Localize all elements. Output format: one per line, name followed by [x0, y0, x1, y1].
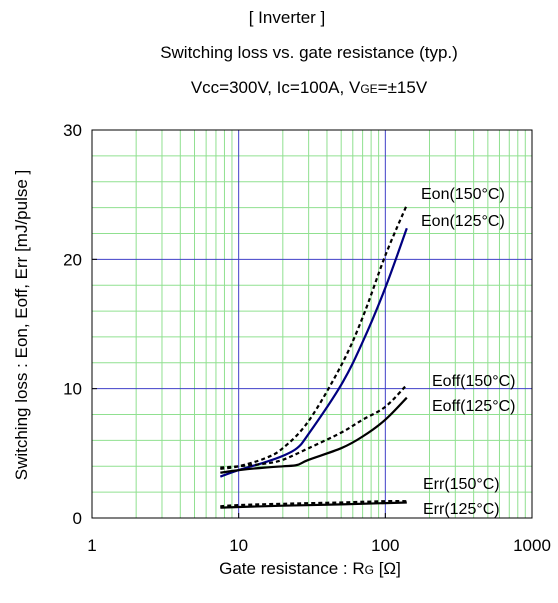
legend-label: Eoff(125°C)	[432, 398, 515, 415]
series-line-eon-125-c	[219, 227, 408, 478]
y-tick-label: 0	[73, 509, 82, 528]
legend-label: Err(150°C)	[423, 476, 500, 493]
chart-title-line3: Vcc=300V, Ic=100A, VGE=±15V	[190, 78, 428, 97]
minor-grid	[92, 130, 532, 518]
major-grid	[92, 130, 532, 518]
chart-title-line2: Switching loss vs. gate resistance (typ.…	[160, 43, 458, 62]
x-axis-label: Gate resistance : RG [Ω]	[219, 559, 401, 578]
x-tick-label: 1000	[513, 536, 551, 555]
legend-label: Eoff(150°C)	[432, 373, 515, 390]
plot-frame	[91, 129, 533, 519]
series-line-eoff-125-c	[220, 396, 408, 474]
x-tick-label: 1	[87, 536, 96, 555]
x-tick-label: 10	[229, 536, 248, 555]
chart-title-line1: [ Inverter ]	[248, 8, 326, 27]
tick-layer: 0 10 20 30 1 10 100 1000	[63, 121, 551, 555]
legend-label: Eon(125°C)	[421, 213, 505, 230]
series-line-err-150-c	[220, 500, 407, 508]
legend-layer: Eon(150°C) Eon(125°C) Eoff(150°C) Eoff(125°…	[421, 186, 515, 518]
series-line-eon-150-c	[220, 204, 408, 470]
legend-label: Eon(150°C)	[421, 186, 505, 203]
y-tick-label: 10	[63, 380, 82, 399]
legend-label: Err(125°C)	[423, 501, 500, 518]
y-tick-label: 30	[63, 121, 82, 140]
y-tick-label: 20	[63, 250, 82, 269]
series-layer	[219, 204, 408, 509]
x-tick-label: 100	[371, 536, 399, 555]
series-line-eoff-150-c	[220, 384, 408, 469]
series-line-err-125-c	[220, 501, 407, 509]
